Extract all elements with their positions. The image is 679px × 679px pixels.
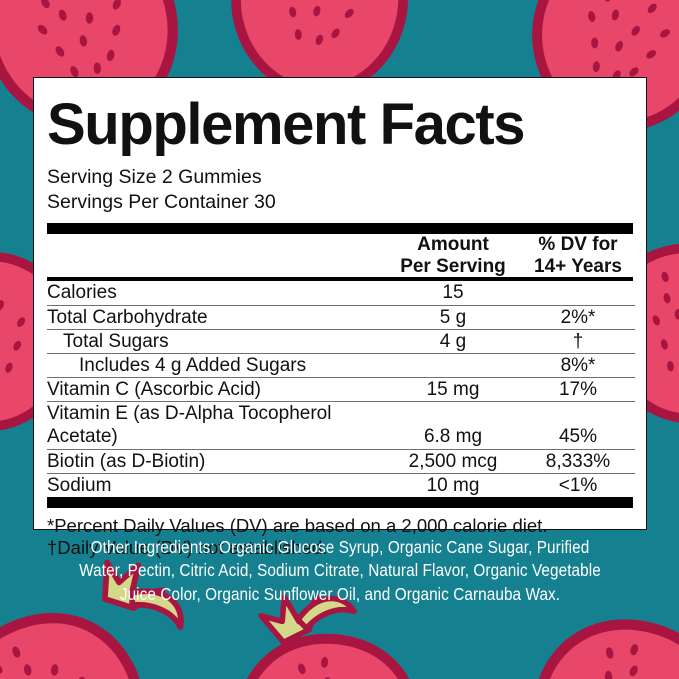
nutrition-header-table: Amount Per Serving % DV for 14+ Years: [47, 234, 635, 277]
header-dv-line2: 14+ Years: [534, 255, 622, 277]
nutrient-daily-value: 2%*: [521, 304, 635, 330]
nutrient-name: Biotin (as D-Biotin): [47, 448, 385, 474]
header-name-column: [47, 234, 385, 277]
nutrient-name: Vitamin E (as D-Alpha Tocopherol Acetate…: [47, 401, 385, 450]
nutrient-name: Sodium: [47, 472, 385, 497]
table-row: Sodium 10 mg <1%: [47, 472, 635, 497]
nutrient-daily-value: 8,333%: [521, 448, 635, 474]
nutrient-amount: 4 g: [385, 328, 521, 354]
nutrient-daily-value: [521, 281, 635, 305]
nutrient-name-label: Sodium: [47, 474, 112, 496]
nutrient-amount: 10 mg: [385, 472, 521, 497]
nutrient-name-label: Includes 4 g Added Sugars: [79, 354, 307, 376]
servings-per-container: Servings Per Container 30: [47, 191, 276, 214]
nutrient-name: Vitamin C (Ascorbic Acid): [47, 377, 385, 402]
header-amount-line1: Amount: [417, 234, 489, 256]
header-dv-line1: % DV for: [538, 234, 618, 256]
table-row: Total Carbohydrate 5 g 2%*: [47, 304, 635, 330]
divider-thick-top: [47, 223, 633, 235]
nutrient-daily-value: 17%: [521, 377, 635, 402]
table-row: Includes 4 g Added Sugars 8%*: [47, 352, 635, 378]
column-header-row: Amount Per Serving % DV for 14+ Years: [47, 234, 635, 277]
footnote-percent-daily-value: *Percent Daily Values (DV) are based on …: [47, 514, 548, 536]
table-row: Vitamin C (Ascorbic Acid) 15 mg 17%: [47, 377, 635, 402]
nutrient-name-label: Calories: [47, 282, 117, 304]
nutrient-amount: 15 mg: [385, 377, 521, 402]
nutrient-name-label: Biotin (as D-Biotin): [47, 450, 206, 472]
nutrient-amount: 15: [442, 282, 464, 304]
nutrient-amount: 2,500 mcg: [385, 448, 521, 474]
other-ingredients-text: Other Ingredients: Organic Glucose Syrup…: [79, 537, 601, 604]
serving-info: Serving Size 2 Gummies Servings Per Cont…: [47, 166, 633, 213]
strawberry-bottom-center: [235, 566, 421, 679]
nutrient-rows: Calories 15 Total Carbohydrate 5 g 2%* Total …: [47, 281, 635, 497]
header-amount-column: Amount Per Serving: [385, 234, 521, 277]
nutrient-amount: 6.8 mg: [385, 401, 521, 450]
table-row: Calories 15: [47, 281, 635, 305]
nutrient-daily-value: †: [521, 328, 635, 354]
nutrient-name-label: Total Sugars: [63, 330, 169, 352]
table-row: Total Sugars 4 g †: [47, 328, 635, 354]
nutrient-amount: 5 g: [385, 304, 521, 330]
nutrient-amount: [385, 352, 521, 378]
nutrient-name: Includes 4 g Added Sugars: [47, 352, 385, 378]
supplement-facts-panel: Supplement Facts Serving Size 2 Gummies …: [33, 77, 647, 558]
strawberry-bottom-right: [532, 619, 679, 679]
nutrient-name-label: Vitamin C (Ascorbic Acid): [47, 379, 261, 401]
table-row: Biotin (as D-Biotin) 2,500 mcg 8,333%: [47, 448, 635, 474]
footnote-daily-value-not-established: †Daily Value (DV) not established.: [47, 537, 328, 559]
strawberry-bottom-left: [0, 531, 250, 679]
nutrient-name: Total Sugars: [47, 328, 385, 354]
header-amount-line2: Per Serving: [400, 255, 506, 277]
footnotes: *Percent Daily Values (DV) are based on …: [47, 508, 633, 559]
divider-under-headers: [47, 277, 633, 282]
header-dv-column: % DV for 14+ Years: [521, 234, 635, 277]
nutrient-daily-value: <1%: [521, 472, 635, 497]
serving-size: Serving Size 2 Gummies: [47, 166, 262, 188]
divider-bottom: [47, 496, 633, 508]
nutrient-name-label: Total Carbohydrate: [47, 306, 208, 328]
nutrient-name: Total Carbohydrate: [47, 304, 385, 330]
nutrient-daily-value: 8%*: [521, 352, 635, 378]
table-row: Vitamin E (as D-Alpha Tocopherol Acetate…: [47, 401, 635, 450]
nutrient-name: Calories: [47, 281, 385, 305]
page-title: Supplement Facts: [47, 92, 526, 157]
nutrient-name-label: Vitamin E (as D-Alpha Tocopherol Acetate…: [47, 403, 332, 448]
nutrition-facts-table: Calories 15 Total Carbohydrate 5 g 2%* Total …: [47, 281, 635, 497]
nutrient-daily-value: 45%: [521, 401, 635, 450]
